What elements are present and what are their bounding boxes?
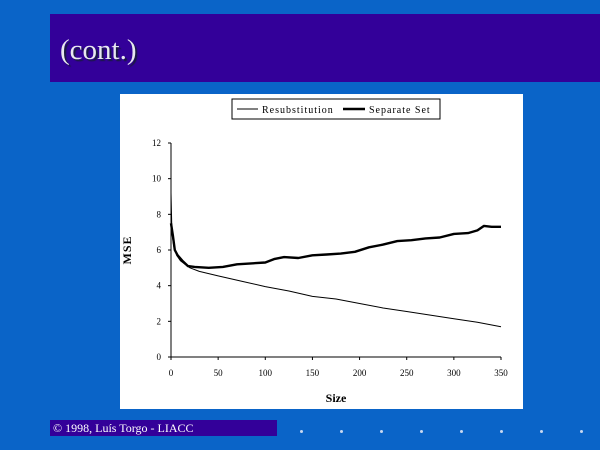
footer-dot bbox=[500, 430, 503, 433]
footer-dot bbox=[420, 430, 423, 433]
footer-dots bbox=[300, 430, 590, 436]
x-tick-label: 250 bbox=[400, 368, 414, 378]
legend-label-separate-set: Separate Set bbox=[369, 105, 431, 116]
slide-title: (cont.) bbox=[60, 34, 137, 66]
y-tick-label: 2 bbox=[157, 316, 162, 326]
x-tick-label: 100 bbox=[259, 368, 273, 378]
x-tick-label: 350 bbox=[494, 368, 508, 378]
x-tick-label: 200 bbox=[353, 368, 367, 378]
legend: Resubstitution Separate Set bbox=[231, 98, 441, 120]
footer-dot bbox=[300, 430, 303, 433]
x-tick-label: 300 bbox=[447, 368, 461, 378]
mse-chart: Resubstitution Separate Set 0 2 4 6 8 10 12 0 5… bbox=[120, 98, 508, 405]
footer-copyright: © 1998, Luís Torgo - LIACC bbox=[53, 421, 194, 435]
chart-panel: Resubstitution Separate Set 0 2 4 6 8 10 12 0 5… bbox=[120, 94, 523, 409]
y-tick-label: 4 bbox=[157, 281, 162, 291]
y-tick-label: 10 bbox=[152, 174, 162, 184]
footer-dot bbox=[580, 430, 583, 433]
x-axis-label: Size bbox=[326, 391, 347, 405]
footer-dot bbox=[460, 430, 463, 433]
y-tick-label: 8 bbox=[157, 209, 162, 219]
x-tick-label: 150 bbox=[306, 368, 320, 378]
y-tick-label: 6 bbox=[157, 245, 162, 255]
x-tick-label: 50 bbox=[214, 368, 224, 378]
footer-dot bbox=[340, 430, 343, 433]
footer-dot bbox=[380, 430, 383, 433]
y-tick-label: 0 bbox=[157, 352, 162, 362]
series-line-separate-set bbox=[169, 223, 501, 270]
series-line-resubstitution bbox=[170, 192, 502, 328]
footer-dot bbox=[540, 430, 543, 433]
footer-bar: © 1998, Luís Torgo - LIACC bbox=[50, 420, 277, 436]
x-tick-label: 0 bbox=[169, 368, 174, 378]
y-axis-label: MSE bbox=[120, 235, 134, 264]
title-bar: (cont.) bbox=[50, 14, 600, 82]
y-tick-label: 12 bbox=[152, 138, 161, 148]
legend-label-resubstitution: Resubstitution bbox=[262, 105, 334, 116]
